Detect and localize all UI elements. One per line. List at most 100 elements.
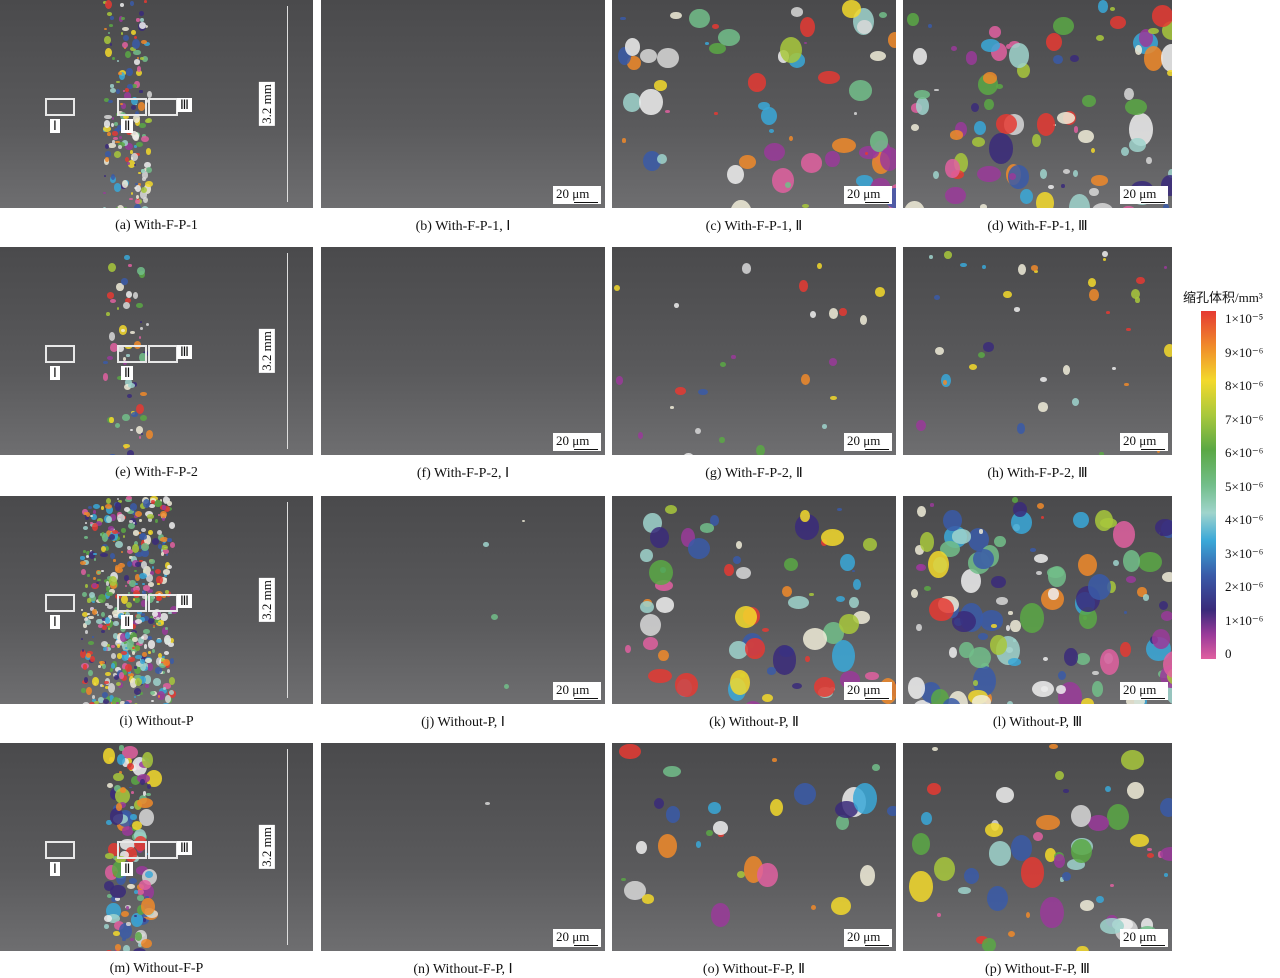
pore-blob — [108, 32, 110, 34]
pore-blob — [916, 624, 922, 632]
pore-blob — [1160, 798, 1172, 817]
pore-blob — [711, 903, 730, 926]
pore-blob — [109, 417, 113, 423]
pore-blob — [111, 123, 114, 127]
pore-blob — [84, 536, 88, 539]
pore-blob — [149, 504, 155, 508]
pore-blob — [1078, 130, 1094, 143]
pore-blob — [829, 308, 838, 319]
pore-blob — [151, 500, 155, 504]
pore-blob — [718, 29, 740, 46]
pore-blob — [977, 166, 1001, 182]
scale-bar-line — [574, 449, 598, 450]
pore-blob — [640, 601, 654, 613]
pore-blob — [1110, 16, 1126, 30]
pore-blob — [767, 667, 775, 674]
pore-blob — [720, 362, 726, 367]
pore-blob — [137, 798, 153, 809]
panel-caption: (i) Without-P — [0, 714, 313, 730]
pore-blob — [130, 938, 134, 941]
legend-tick: 2×10⁻⁶ — [1225, 579, 1263, 595]
pore-blob — [156, 639, 162, 643]
pore-blob — [773, 645, 797, 674]
pore-blob — [123, 945, 130, 951]
legend-tick: 8×10⁻⁶ — [1225, 378, 1263, 394]
pore-blob — [169, 522, 175, 528]
pore-blob — [705, 42, 709, 45]
pore-blob — [1036, 815, 1060, 831]
pore-blob — [141, 206, 149, 208]
pore-blob — [658, 834, 677, 858]
pore-blob — [782, 586, 792, 596]
scale-bar-label: 20 μm — [847, 186, 880, 201]
pore-blob — [872, 764, 880, 771]
pore-blob — [1049, 744, 1058, 749]
pore-blob — [1161, 44, 1172, 73]
pore-blob — [1159, 601, 1168, 610]
pore-blob — [101, 506, 104, 510]
pore-blob — [974, 121, 986, 135]
pore-blob — [1040, 897, 1064, 929]
pore-blob — [950, 130, 962, 139]
region-box — [148, 345, 178, 363]
pore-blob — [80, 556, 85, 559]
scale-bar-line — [865, 202, 889, 203]
pore-blob — [1080, 900, 1094, 911]
pore-blob — [1167, 70, 1172, 77]
pore-blob — [164, 635, 171, 644]
pore-blob — [933, 171, 939, 179]
pore-blob — [127, 884, 135, 889]
pore-blob — [805, 656, 809, 662]
pore-blob — [929, 255, 933, 259]
pore-blob — [657, 48, 678, 68]
pore-blob — [958, 887, 971, 895]
pore-blob — [1147, 848, 1151, 851]
pore-blob — [111, 174, 115, 180]
pore-blob — [642, 894, 655, 904]
pore-blob — [132, 39, 140, 49]
pore-blob — [111, 653, 116, 659]
legend-tick: 3×10⁻⁶ — [1225, 546, 1263, 562]
pore-blob — [100, 553, 107, 557]
pore-blob — [152, 649, 155, 653]
pore-blob — [143, 585, 150, 591]
pore-blob — [167, 669, 170, 673]
pore-blob — [83, 550, 86, 553]
image-panel: 20 μm — [321, 0, 605, 208]
pore-blob — [695, 428, 701, 434]
pore-blob — [730, 200, 751, 208]
pore-blob — [92, 583, 96, 588]
pore-blob — [147, 784, 151, 789]
pore-blob — [700, 523, 714, 533]
pore-blob — [139, 519, 142, 522]
pore-blob — [113, 931, 121, 936]
pore-blob — [169, 677, 176, 685]
pore-blob — [1143, 594, 1149, 600]
scale-bar: 20 μm — [1120, 682, 1168, 700]
pore-blob — [127, 394, 132, 398]
legend-title: 缩孔体积/mm³ — [1183, 287, 1263, 306]
pore-blob — [117, 60, 119, 62]
pore-blob — [791, 7, 803, 16]
pore-blob — [82, 592, 87, 597]
pore-blob — [748, 73, 767, 92]
pore-blob — [134, 570, 136, 572]
pore-blob — [121, 17, 125, 20]
pore-blob — [134, 703, 138, 704]
pore-blob — [136, 142, 143, 147]
pore-blob — [81, 688, 85, 693]
pore-blob — [973, 549, 994, 569]
pore-blob — [1164, 873, 1168, 877]
pore-blob — [143, 197, 148, 203]
pore-blob — [107, 132, 111, 136]
pore-blob — [98, 594, 106, 603]
pore-blob — [1129, 138, 1145, 152]
pore-blob — [130, 429, 133, 431]
pore-blob — [1088, 574, 1111, 600]
pore-blob — [116, 702, 119, 704]
pore-blob — [170, 542, 176, 548]
pore-blob — [619, 744, 640, 759]
region-box — [117, 345, 147, 363]
pore-blob — [990, 635, 1006, 654]
